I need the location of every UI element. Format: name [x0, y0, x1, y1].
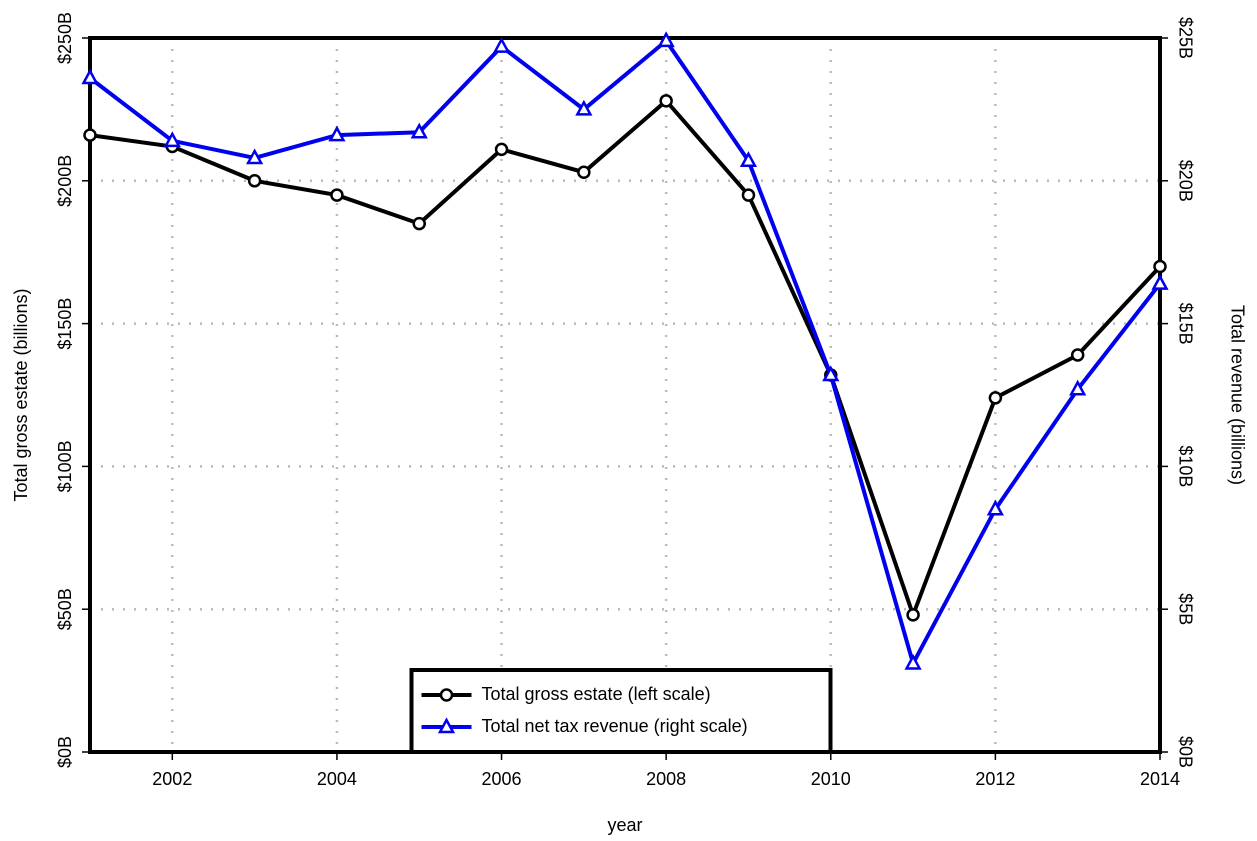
y-tick-label: $150B	[55, 298, 75, 350]
line	[89, 98, 1162, 621]
x-axis-label: year	[607, 815, 642, 835]
circle-marker	[577, 165, 591, 179]
triangle-marker	[986, 499, 1004, 516]
circle-marker	[659, 94, 673, 108]
circle-marker	[412, 216, 426, 231]
triangle-marker	[739, 151, 758, 168]
triangle-marker	[822, 365, 840, 382]
triangle-marker	[328, 125, 346, 142]
y-tick-label: $100B	[55, 440, 75, 492]
triangle-marker	[1151, 273, 1169, 290]
y2-tick-label: $5B	[1175, 593, 1195, 625]
triangle-marker	[904, 653, 922, 670]
triangle-marker	[492, 36, 511, 53]
y-axis-label: Total gross estate (billions)	[11, 288, 31, 501]
circle-marker	[741, 188, 756, 202]
y2-tick-label: $25B	[1175, 17, 1195, 59]
legend-label: Total gross estate (left scale)	[482, 684, 711, 704]
legend-box	[409, 668, 833, 754]
circle-marker	[439, 688, 454, 702]
y2-tick-label: $15B	[1175, 303, 1195, 345]
triangle-marker	[246, 148, 264, 165]
triangle-marker	[437, 717, 456, 734]
triangle-marker	[81, 68, 99, 85]
circle-marker	[494, 142, 509, 157]
y-tick-label: $50B	[55, 588, 75, 630]
triangle-marker	[575, 99, 593, 116]
x-tick-label: 2002	[152, 769, 192, 789]
circle-marker	[83, 128, 97, 142]
circle-marker	[1153, 259, 1167, 274]
y-tick-label: $0B	[55, 736, 75, 768]
legend-label: Total net tax revenue (right scale)	[482, 716, 748, 736]
x-tick-label: 2006	[482, 769, 522, 789]
circle-marker	[988, 391, 1003, 405]
circle-marker	[906, 608, 920, 622]
y2-axis-label: Total revenue (billions)	[1227, 305, 1247, 485]
y2-tick-label: $20B	[1175, 160, 1195, 202]
y2-tick-label: $10B	[1175, 445, 1195, 487]
x-tick-label: 2014	[1140, 769, 1180, 789]
y-tick-label: $250B	[55, 12, 75, 64]
y-tick-label: $200B	[55, 155, 75, 207]
line	[88, 37, 1162, 669]
circle-marker	[330, 188, 344, 202]
y2-tick-label: $0B	[1175, 736, 1195, 768]
triangle-marker	[163, 131, 181, 148]
circle-marker	[247, 174, 262, 188]
x-tick-label: 2010	[811, 769, 851, 789]
x-tick-label: 2004	[317, 769, 357, 789]
x-tick-label: 2008	[646, 769, 686, 789]
circle-marker	[1070, 348, 1085, 362]
triangle-marker	[657, 31, 675, 48]
triangle-marker	[410, 122, 428, 139]
triangle-marker	[1069, 379, 1087, 396]
x-tick-label: 2012	[975, 769, 1015, 789]
